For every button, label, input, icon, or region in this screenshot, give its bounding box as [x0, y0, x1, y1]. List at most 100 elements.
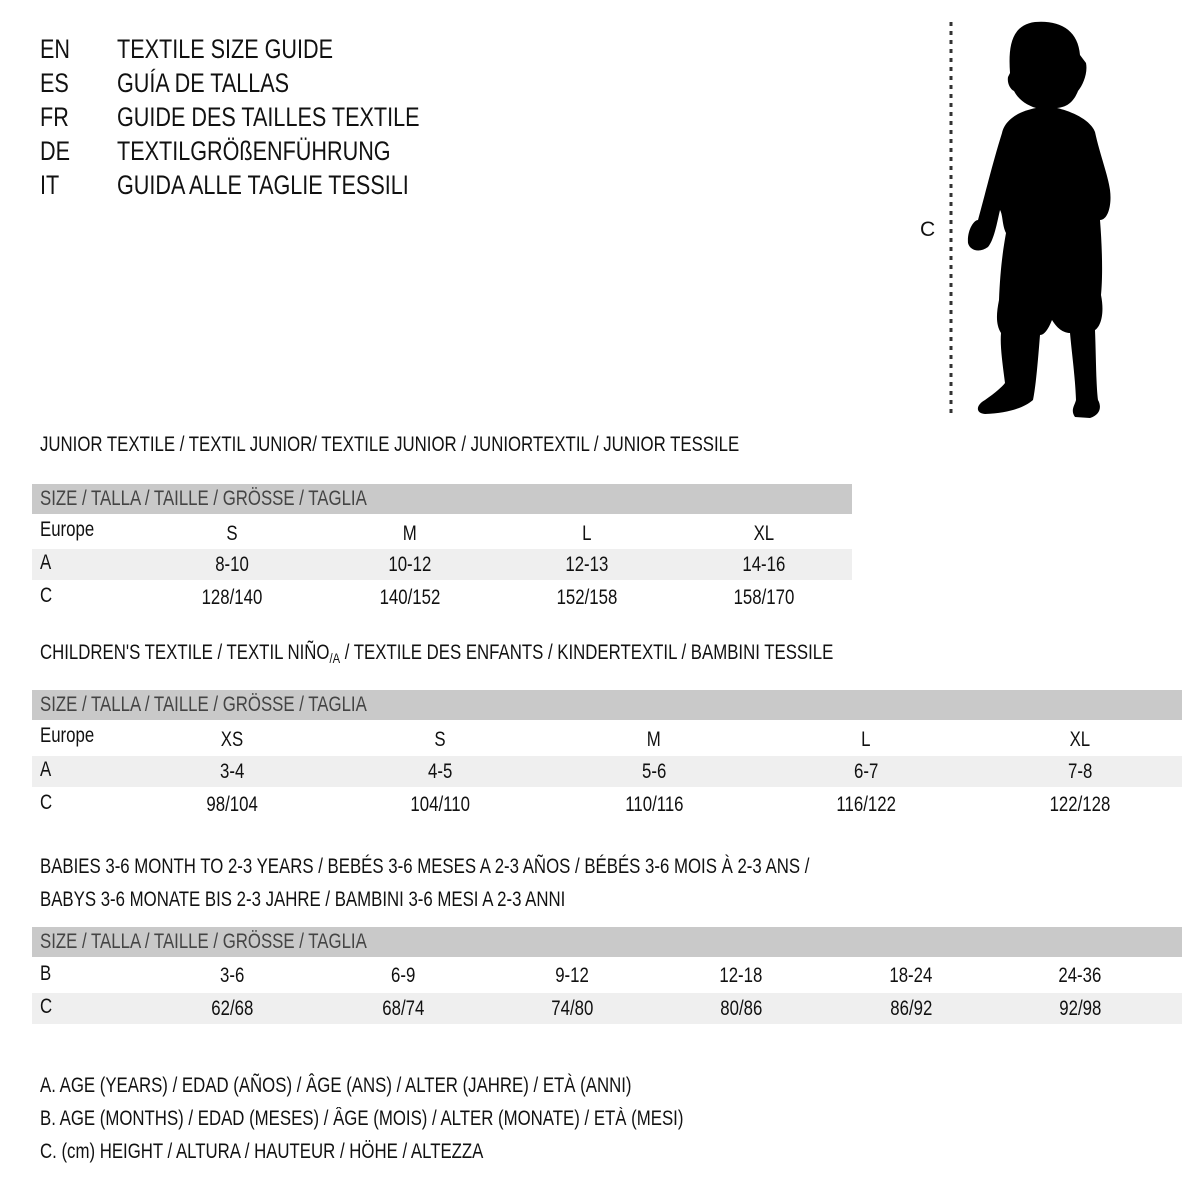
cell-text: 6-7 — [853, 760, 879, 783]
row-label: A — [40, 758, 52, 781]
table-cell: 158/170 — [694, 586, 834, 610]
title-de: DE TEXTILGRÖßENFÜHRUNG — [40, 134, 391, 168]
table-cell: 152/158 — [517, 586, 657, 610]
table-cell: 14-16 — [694, 553, 834, 577]
cell-text: 6-9 — [390, 964, 416, 987]
cell-text: 104/110 — [410, 793, 470, 816]
lang-code: DE — [40, 136, 71, 166]
cell-text: 128/140 — [201, 586, 263, 609]
cell-text: XS — [220, 728, 244, 751]
row-label: B — [40, 962, 52, 985]
table-cell: 6-7 — [796, 760, 936, 784]
table-row: A 3-4 4-5 5-6 6-7 7-8 — [32, 756, 1182, 787]
table-cell: 80/86 — [671, 997, 811, 1021]
cell-text: 14-16 — [742, 553, 786, 576]
heading-line: BABIES 3-6 MONTH TO 2-3 YEARS / BEBÉS 3-… — [40, 855, 810, 878]
table-cell: L — [796, 728, 936, 752]
row-label: C — [40, 791, 53, 814]
size-header-text: SIZE / TALLA / TAILLE / GRÖSSE / TAGLIA — [40, 693, 367, 716]
cell-text: 10-12 — [388, 553, 432, 576]
table-cell: 98/104 — [162, 793, 302, 817]
children-heading: CHILDREN'S TEXTILE / TEXTIL NIÑO/A / TEX… — [40, 641, 1032, 666]
cell-text: M — [403, 522, 417, 545]
row-label: A — [40, 551, 52, 574]
cell-text: 116/122 — [836, 793, 896, 816]
junior-size-header: SIZE / TALLA / TAILLE / GRÖSSE / TAGLIA — [32, 484, 852, 514]
heading-part: / TEXTILE DES ENFANTS / KINDERTEXTIL / B… — [340, 641, 834, 664]
table-row: Europe S M L XL — [32, 516, 852, 547]
table-cell: 3-4 — [162, 760, 302, 784]
table-row: B 3-6 6-9 9-12 12-18 18-24 24-36 — [32, 960, 1182, 991]
title-es: ES GUÍA DE TALLAS — [40, 66, 289, 100]
cell-text: XL — [753, 522, 775, 545]
table-cell: 128/140 — [162, 586, 302, 610]
table-cell: 12-18 — [671, 964, 811, 988]
lang-title: TEXTILE SIZE GUIDE — [117, 34, 334, 64]
cell-text: 12-13 — [565, 553, 609, 576]
table-cell: S — [370, 728, 510, 752]
cell-text: 68/74 — [381, 997, 425, 1020]
title-fr: FR GUIDE DES TAILLES TEXTILE — [40, 100, 420, 134]
babies-heading: BABIES 3-6 MONTH TO 2-3 YEARS / BEBÉS 3-… — [40, 850, 1002, 916]
child-silhouette-shape — [967, 21, 1111, 418]
cell-text: 122/128 — [1049, 793, 1111, 816]
cell-text: 9-12 — [555, 964, 589, 987]
cell-text: 152/158 — [556, 586, 618, 609]
cell-text: 158/170 — [733, 586, 795, 609]
babies-size-header: SIZE / TALLA / TAILLE / GRÖSSE / TAGLIA — [32, 927, 1182, 957]
cell-text: 140/152 — [379, 586, 441, 609]
cell-text: S — [226, 522, 238, 545]
table-cell: 5-6 — [584, 760, 724, 784]
cell-text: 5-6 — [641, 760, 667, 783]
table-row: C 128/140 140/152 152/158 158/170 — [32, 582, 852, 613]
legend-item: C. (cm) HEIGHT / ALTURA / HAUTEUR / HÖHE… — [40, 1140, 484, 1163]
cell-text: 86/92 — [889, 997, 933, 1020]
table-cell: 10-12 — [340, 553, 480, 577]
cell-text: 18-24 — [889, 964, 933, 987]
table-cell: 12-13 — [517, 553, 657, 577]
legend-item: B. AGE (MONTHS) / EDAD (MESES) / ÂGE (MO… — [40, 1107, 684, 1130]
table-cell: 4-5 — [370, 760, 510, 784]
table-cell: 9-12 — [502, 964, 642, 988]
table-row: A 8-10 10-12 12-13 14-16 — [32, 549, 852, 580]
table-cell: 122/128 — [1010, 793, 1150, 817]
table-cell: S — [162, 522, 302, 546]
row-label: Europe — [40, 724, 95, 747]
cell-text: 7-8 — [1067, 760, 1093, 783]
cell-text: S — [434, 728, 446, 751]
table-cell: 86/92 — [841, 997, 981, 1021]
children-heading-text: CHILDREN'S TEXTILE / TEXTIL NIÑO/A / TEX… — [40, 641, 833, 666]
title-block: EN TEXTILE SIZE GUIDE ES GUÍA DE TALLAS FR… — [40, 32, 420, 202]
cell-text: L — [582, 522, 592, 545]
cell-text: 62/68 — [210, 997, 254, 1020]
cell-text: 12-18 — [719, 964, 763, 987]
cell-text: 8-10 — [215, 553, 249, 576]
table-cell: 140/152 — [340, 586, 480, 610]
cell-text: L — [861, 728, 871, 751]
cell-text: 98/104 — [206, 793, 258, 816]
table-cell: XS — [162, 728, 302, 752]
table-row: C 98/104 104/110 110/116 116/122 122/128 — [32, 789, 1182, 820]
lang-title: GUIDE DES TAILLES TEXTILE — [117, 102, 420, 132]
table-cell: 74/80 — [502, 997, 642, 1021]
legend-item: A. AGE (YEARS) / EDAD (AÑOS) / ÂGE (ANS)… — [40, 1074, 632, 1097]
title-en: EN TEXTILE SIZE GUIDE — [40, 32, 333, 66]
lang-title: TEXTILGRÖßENFÜHRUNG — [117, 136, 391, 166]
lang-code: ES — [40, 68, 69, 98]
heading-line: BABYS 3-6 MONATE BIS 2-3 JAHRE / BAMBINI… — [40, 888, 566, 911]
table-cell: 92/98 — [1010, 997, 1150, 1021]
table-cell: L — [517, 522, 657, 546]
table-cell: 104/110 — [370, 793, 510, 817]
table-cell: 62/68 — [162, 997, 302, 1021]
cell-text: 3-6 — [219, 964, 245, 987]
table-cell: 8-10 — [162, 553, 302, 577]
lang-title: GUÍA DE TALLAS — [117, 68, 290, 98]
table-cell: 6-9 — [333, 964, 473, 988]
row-label: C — [40, 584, 53, 607]
table-cell: 18-24 — [841, 964, 981, 988]
table-cell: 116/122 — [796, 793, 936, 817]
size-header-text: SIZE / TALLA / TAILLE / GRÖSSE / TAGLIA — [40, 487, 367, 510]
heading-part: CHILDREN'S TEXTILE / TEXTIL NIÑO — [40, 641, 330, 664]
cell-text: 92/98 — [1058, 997, 1102, 1020]
child-silhouette-icon — [949, 21, 1111, 418]
